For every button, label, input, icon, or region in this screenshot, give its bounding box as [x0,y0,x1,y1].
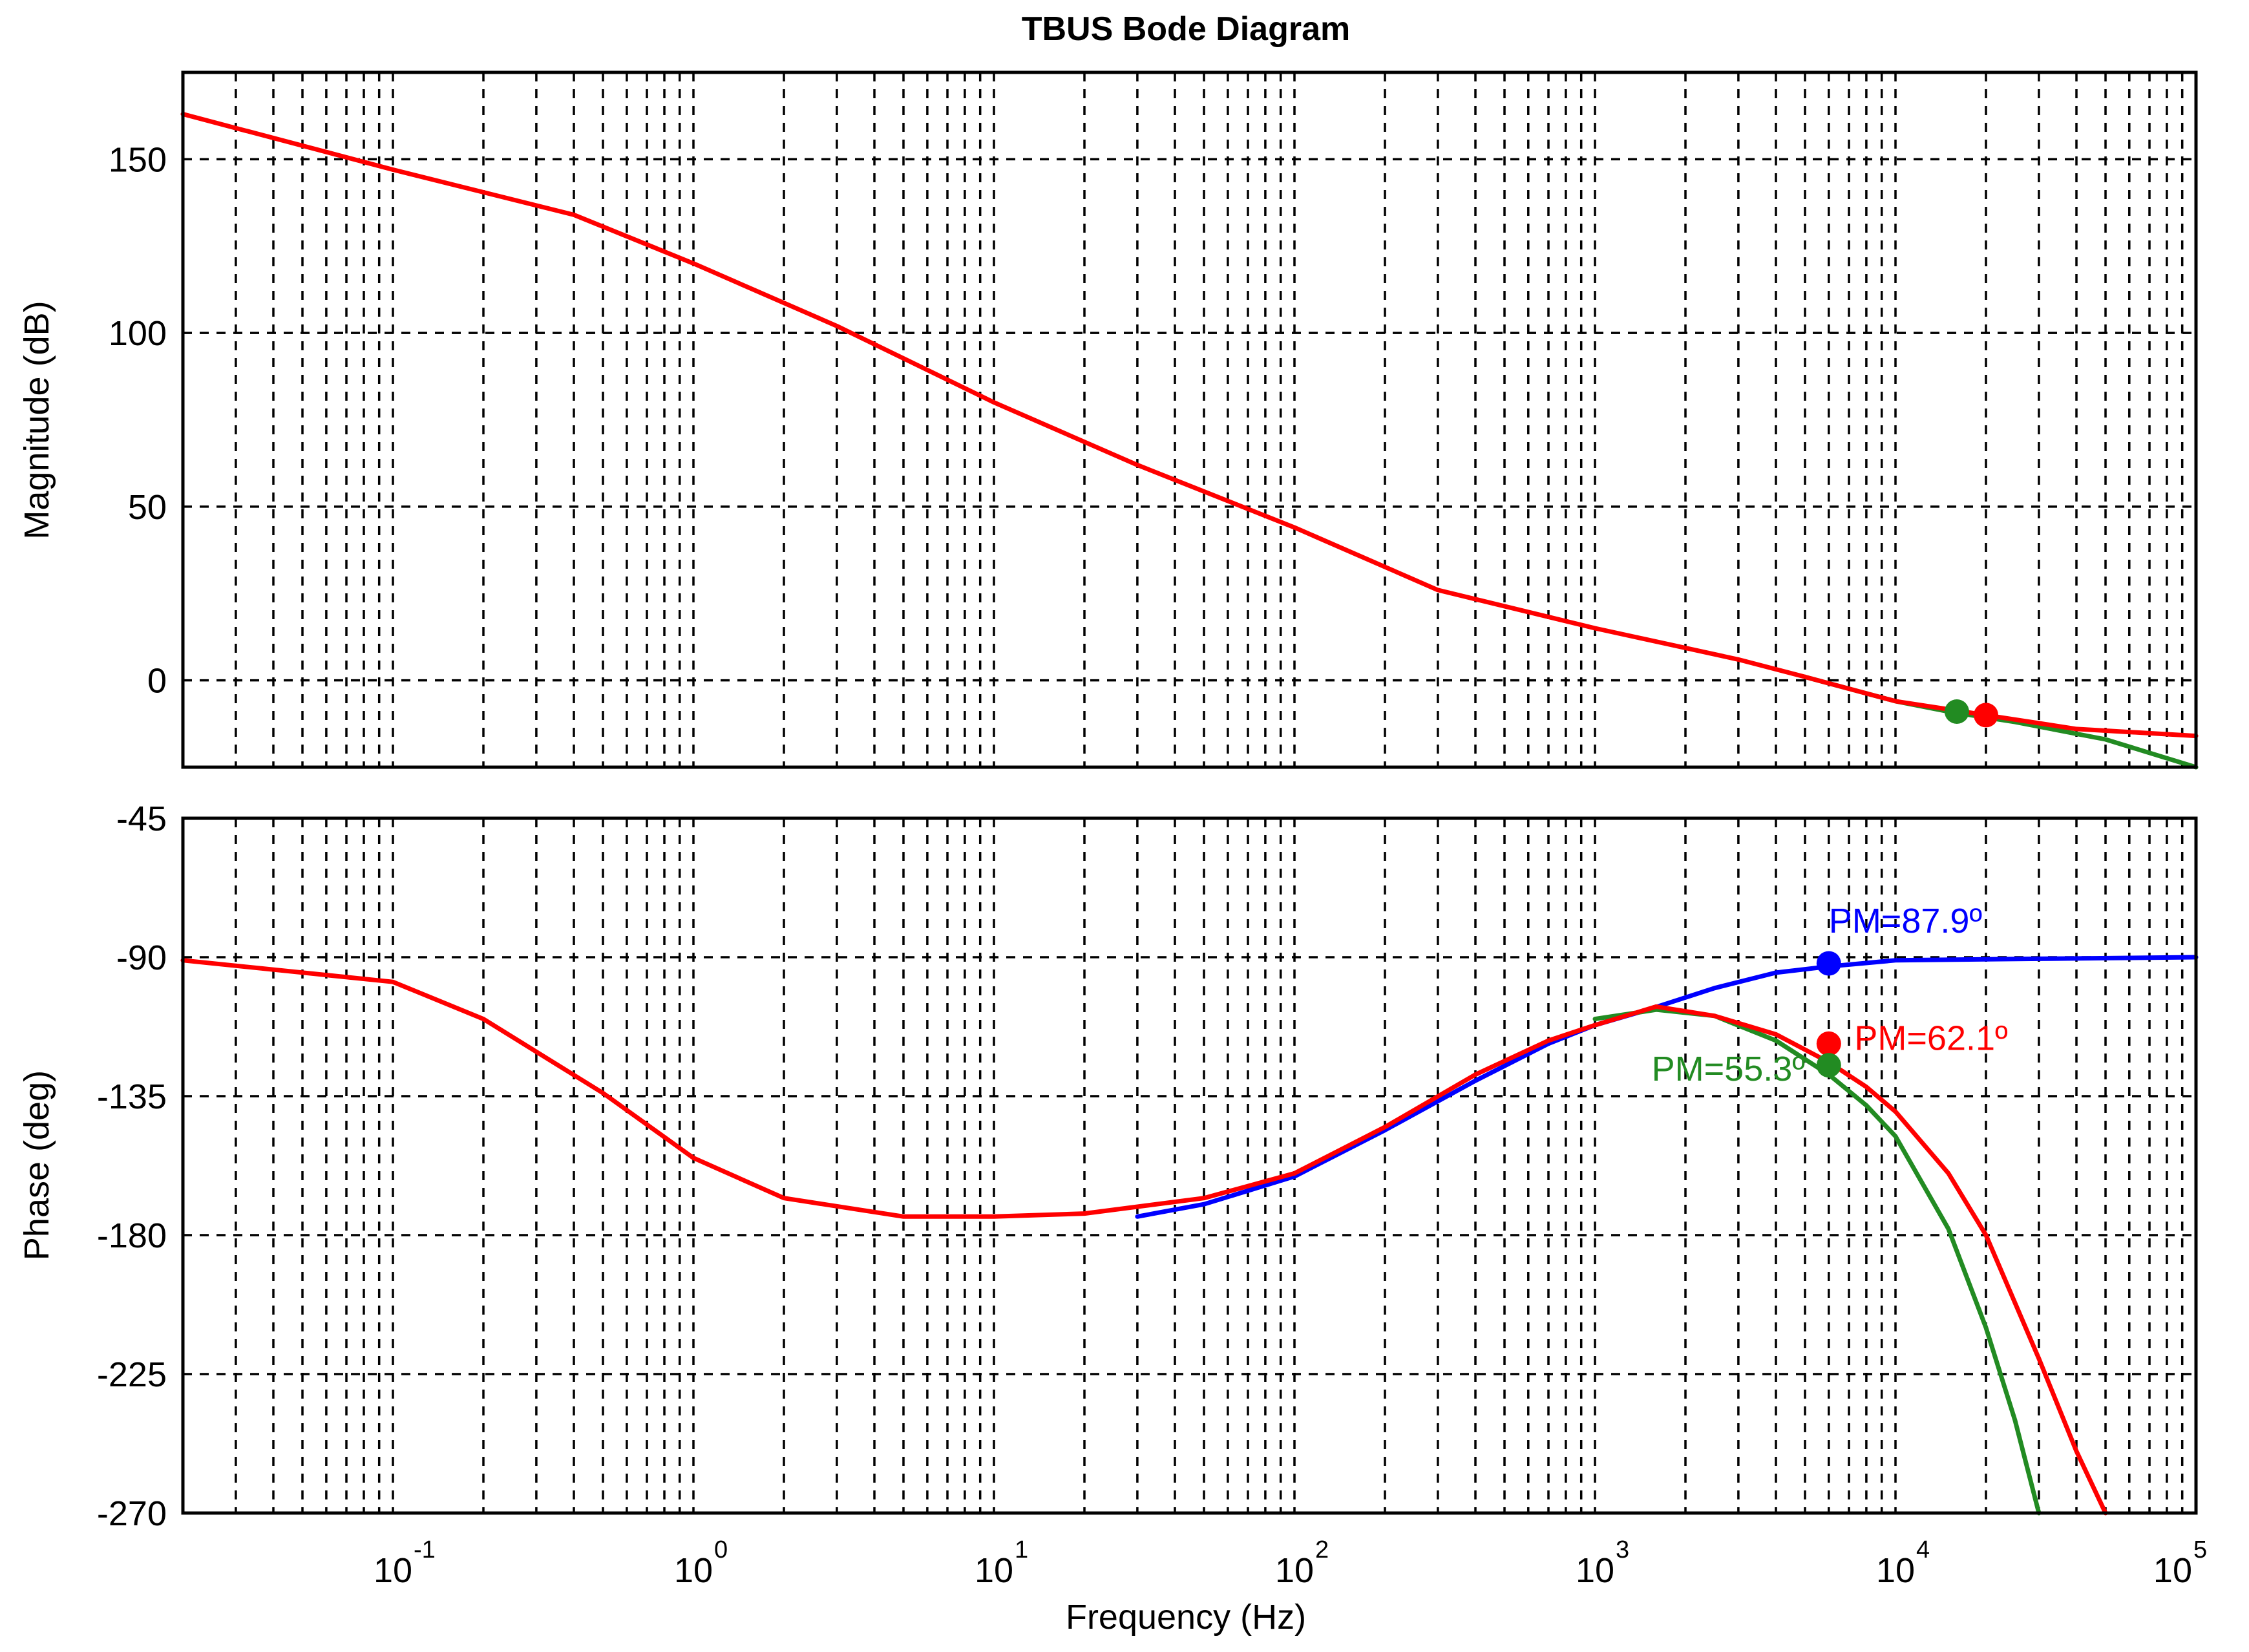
x-tick-exponent: 4 [1916,1536,1930,1563]
pm-annotation: PM=87.9º [1829,902,1983,940]
x-tick-exponent: 5 [2193,1536,2207,1563]
x-tick-label: 10 [975,1551,1013,1590]
phase-frame [181,816,2198,1515]
phase-grid [183,818,2196,1513]
magnitude-grid [183,72,2196,767]
phase-panel: -45-90-135-180-225-270 PM=87.9ºPM=62.1ºP… [17,800,2199,1533]
ph-ytick-label: -45 [116,800,167,838]
x-tick-exponent: -1 [414,1536,436,1563]
magnitude-frame [181,70,2198,769]
phase-ylabel: Phase (deg) [17,1070,56,1260]
x-tick-exponent: 3 [1616,1536,1629,1563]
ph-red-series-line [180,958,2108,1516]
mag-ytick-label: 150 [109,140,167,179]
x-tick-exponent: 1 [1015,1536,1028,1563]
magnitude-panel: 150 100 50 0 Magnitude (dB) [17,70,2199,770]
x-tick-label: 10 [374,1551,412,1590]
x-tick-exponent: 0 [714,1536,728,1563]
x-tick-label: 10 [674,1551,713,1590]
magnitude-ylabel: Magnitude (dB) [17,301,56,539]
ph-blue-marker [1816,951,1841,976]
ph-ytick-label: -225 [97,1355,167,1394]
ph-ytick-label: -180 [97,1216,167,1255]
ph-ytick-label: -270 [97,1494,167,1533]
magnitude-markers [1944,699,1998,728]
mag-red-marker [1974,703,1998,728]
phase-series [180,955,2199,1516]
chart-title: TBUS Bode Diagram [1022,10,1351,48]
ph-red-marker [1816,1031,1841,1056]
x-tick-label: 10 [2153,1551,2192,1590]
phase-markers [1816,951,1841,1078]
mag-ytick-label: 0 [147,662,167,701]
x-tick-label: 10 [1876,1551,1915,1590]
x-tick-exponent: 2 [1315,1536,1329,1563]
phase-y-ticks: -45 -90 -135 -180 -225 -270 [97,800,167,1533]
x-axis-label: Frequency (Hz) [1066,1598,1306,1636]
phase-annotations: PM=87.9º PM=62.1º PM=55.3º [1652,902,2008,1088]
ph-green-marker [1816,1053,1841,1078]
mag-ytick-label: 50 [128,488,167,527]
x-tick-label: 10 [1576,1551,1614,1590]
magnitude-y-ticks: 150 100 50 0 [109,140,167,700]
pm-annotation: PM=55.3º [1652,1050,1806,1088]
x-tick-label: 10 [1275,1551,1314,1590]
magnitude-series [180,112,2199,770]
ph-ytick-label: -135 [97,1077,167,1116]
pm-annotation: PM=62.1º [1854,1019,2008,1057]
mag-red-series-line [180,112,2199,739]
ph-ytick-label: -90 [116,938,167,977]
mag-ytick-label: 100 [109,314,167,353]
mag-green-marker [1944,699,1969,724]
